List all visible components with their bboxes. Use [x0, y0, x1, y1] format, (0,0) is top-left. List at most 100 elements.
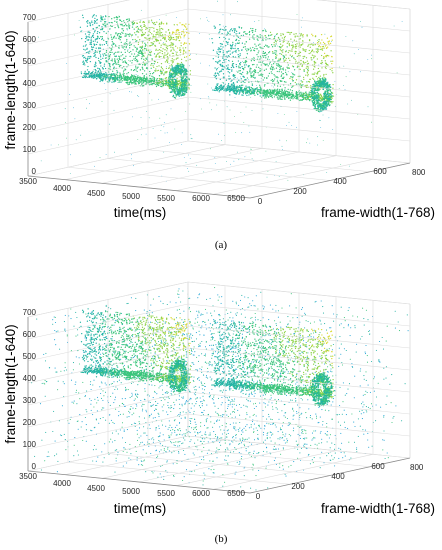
- data-point: [228, 87, 230, 89]
- data-point: [182, 30, 184, 32]
- data-point: [111, 44, 113, 46]
- data-point: [152, 78, 154, 80]
- data-point: [163, 37, 165, 39]
- data-point: [93, 44, 96, 46]
- data-point: [135, 81, 137, 83]
- data-point: [295, 95, 297, 98]
- data-point: [222, 46, 224, 48]
- data-point: [218, 67, 220, 68]
- data-point: [321, 85, 323, 87]
- data-point: [115, 55, 118, 57]
- data-point: [222, 82, 225, 84]
- data-point: [277, 63, 279, 65]
- data-point: [128, 82, 131, 84]
- data-point: [245, 106, 247, 108]
- data-point: [312, 68, 315, 70]
- data-point: [92, 46, 95, 48]
- data-point: [225, 40, 227, 43]
- data-point: [131, 34, 134, 36]
- data-point: [176, 66, 178, 68]
- data-point: [106, 60, 108, 62]
- data-point: [161, 34, 164, 36]
- data-point: [89, 50, 91, 52]
- data-point: [253, 74, 255, 76]
- data-point: [282, 149, 283, 151]
- data-point: [234, 116, 235, 117]
- data-point: [232, 64, 234, 67]
- data-point: [251, 31, 254, 34]
- data-point: [274, 53, 277, 56]
- data-point: [184, 83, 186, 86]
- data-point: [257, 44, 260, 46]
- data-point: [114, 20, 116, 22]
- data-point: [237, 88, 240, 91]
- data-point: [324, 33, 326, 35]
- data-point: [279, 85, 282, 87]
- data-point: [235, 132, 237, 134]
- data-point: [180, 61, 183, 64]
- data-point: [273, 78, 276, 80]
- data-point: [263, 90, 265, 92]
- data-point: [115, 32, 117, 34]
- data-point: [231, 87, 233, 90]
- data-point: [216, 89, 218, 91]
- data-point: [167, 58, 169, 60]
- data-point: [252, 76, 254, 79]
- data-point: [256, 87, 258, 89]
- data-point: [142, 52, 144, 55]
- data-point: [303, 78, 305, 81]
- data-point: [267, 65, 269, 67]
- data-point: [221, 140, 222, 142]
- data-point: [241, 94, 243, 96]
- data-point: [90, 56, 92, 58]
- data-point: [263, 85, 266, 87]
- data-point: [143, 74, 145, 77]
- data-point: [118, 75, 120, 77]
- data-point: [161, 70, 163, 73]
- data-point: [242, 34, 245, 36]
- data-point: [286, 42, 288, 44]
- data-point: [268, 34, 270, 37]
- data-point: [239, 91, 241, 93]
- data-point: [273, 52, 275, 54]
- data-point: [318, 85, 321, 87]
- data-point: [302, 84, 304, 86]
- data-point: [180, 84, 183, 86]
- data-point: [207, 83, 209, 85]
- data-point: [321, 67, 323, 69]
- data-point: [172, 36, 175, 39]
- data-point: [229, 109, 231, 111]
- data-point: [155, 36, 157, 38]
- data-point: [272, 89, 274, 91]
- data-point: [286, 31, 288, 34]
- data-point: [86, 72, 88, 75]
- data-point: [221, 64, 224, 67]
- data-point: [149, 27, 151, 29]
- data-point: [96, 51, 98, 53]
- data-point: [127, 25, 130, 27]
- data-point: [313, 73, 315, 76]
- data-point: [176, 63, 179, 65]
- data-point: [291, 44, 293, 47]
- data-point: [130, 158, 132, 160]
- data-point: [185, 76, 188, 78]
- data-point: [238, 80, 240, 82]
- data-point: [307, 45, 309, 47]
- data-point: [190, 91, 192, 93]
- data-point: [277, 96, 279, 98]
- data-point: [112, 42, 114, 44]
- data-point: [180, 58, 183, 61]
- data-point: [114, 60, 116, 62]
- data-point: [129, 33, 131, 35]
- data-point: [128, 19, 130, 21]
- data-point: [325, 101, 328, 103]
- data-point: [320, 33, 323, 36]
- data-point: [102, 55, 105, 57]
- data-point: [271, 78, 274, 81]
- data-point: [327, 97, 329, 100]
- data-point: [249, 86, 251, 89]
- data-point: [242, 92, 245, 94]
- data-point: [315, 75, 317, 78]
- data-point: [287, 71, 289, 73]
- data-point: [172, 95, 174, 98]
